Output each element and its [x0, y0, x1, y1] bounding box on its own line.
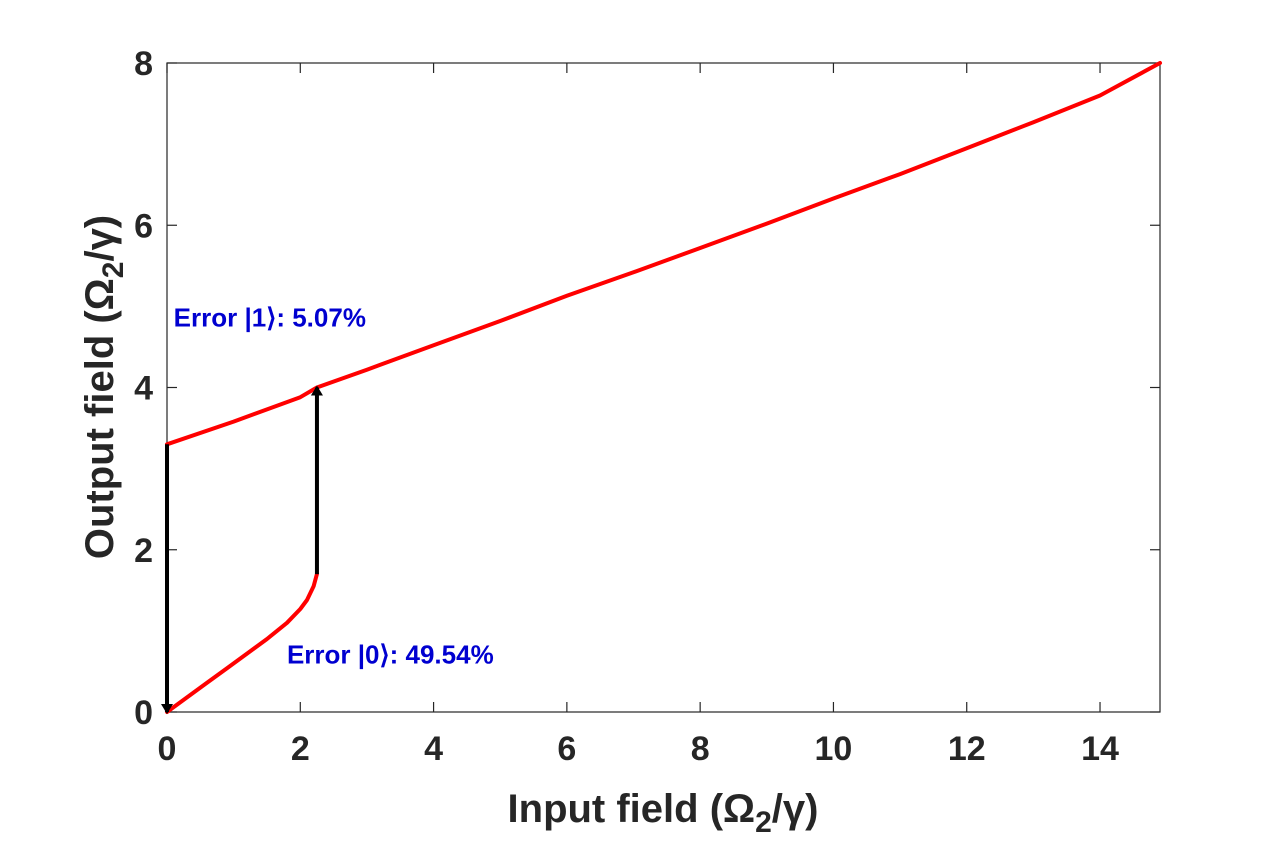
series-line: [165, 572, 319, 714]
error-annotation: Error |0⟩: 49.54%: [287, 639, 494, 669]
x-tick-label: 14: [1081, 730, 1119, 768]
y-axis-label: Output field (Ω2/γ): [78, 215, 130, 559]
x-axis-label: Input field (Ω2/γ): [508, 787, 819, 839]
x-tick-label: 2: [291, 730, 310, 768]
y-tick-label: 0: [134, 694, 153, 732]
y-tick-label: 2: [134, 532, 153, 570]
x-tick-label: 8: [691, 730, 710, 768]
x-tick-label: 6: [557, 730, 576, 768]
y-tick-label: 8: [134, 45, 153, 83]
y-tick-label: 4: [134, 370, 153, 408]
x-tick-label: 12: [948, 730, 986, 768]
plot-area: [166, 62, 1161, 713]
y-tick-label: 6: [134, 207, 153, 245]
x-tick-label: 10: [815, 730, 853, 768]
x-tick-label: 4: [424, 730, 443, 768]
x-tick-label: 0: [158, 730, 177, 768]
error-annotation: Error |1⟩: 5.07%: [174, 303, 366, 333]
